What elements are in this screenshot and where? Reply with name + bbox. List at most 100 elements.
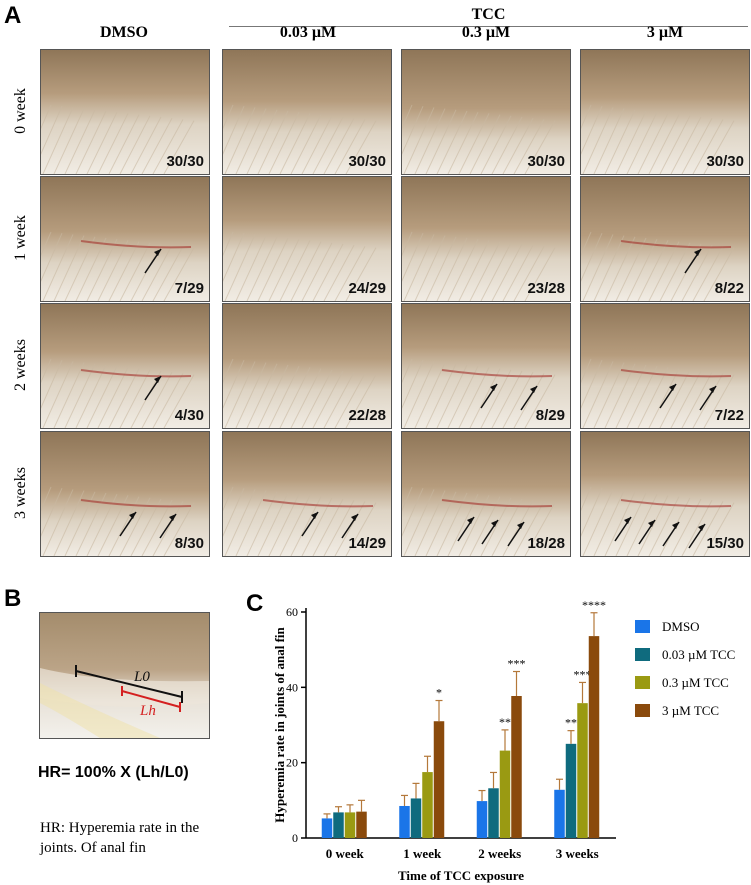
hyperemia-arrow [520, 385, 538, 411]
x-tick-label: 3 weeks [556, 846, 599, 861]
bar [399, 805, 410, 838]
significance-mark: ** [565, 716, 577, 730]
bar [476, 801, 488, 838]
row-header-2: 2 weeks [12, 339, 29, 391]
x-tick-label: 2 weeks [478, 846, 521, 861]
legend-label: DMSO [662, 619, 700, 634]
bar [588, 636, 600, 838]
responder-count: 23/28 [527, 280, 565, 297]
fin-photo: 8/30 [40, 431, 210, 557]
hyperemia-arrow [119, 511, 137, 537]
legend-label: 0.03 µM TCC [662, 647, 735, 662]
hr-formula: HR= 100% X (Lh/L0) [38, 764, 189, 781]
bar [321, 818, 333, 838]
row-header-3: 3 weeks [12, 467, 29, 519]
row-header-0: 0 week [12, 88, 29, 134]
fin-photo: 30/30 [40, 49, 210, 175]
column-header-2: 0.3 µM [461, 24, 511, 41]
panel-b-letter: B [4, 585, 22, 612]
x-tick-label: 1 week [403, 846, 442, 861]
column-header-1: 0.03 µM [279, 24, 337, 41]
significance-mark: *** [508, 657, 526, 671]
legend-swatch [635, 648, 650, 661]
hyperemia-arrow [507, 521, 525, 547]
legend-swatch [635, 704, 650, 717]
fin-photo: 30/30 [222, 49, 392, 175]
hyperemia-arrow [688, 523, 706, 549]
tcc-group-line [229, 26, 748, 27]
hyperemia-arrow [481, 519, 499, 545]
bar [333, 812, 344, 838]
hyperemia-arrow [480, 383, 498, 409]
responder-count: 4/30 [174, 407, 204, 424]
responder-count: 24/29 [348, 280, 386, 297]
bar [499, 750, 511, 838]
y-tick-label: 0 [292, 831, 298, 845]
panel-c-letter: C [246, 590, 264, 617]
hyperemia-arrow [144, 375, 162, 401]
responder-count: 14/29 [348, 535, 386, 552]
y-tick-label: 60 [286, 605, 298, 619]
significance-mark: *** [574, 667, 592, 681]
fin-photo: 14/29 [222, 431, 392, 557]
hyperemia-arrow [159, 513, 177, 539]
fin-photo: 22/28 [222, 303, 392, 429]
measurement-photo: L0 Lh [39, 612, 210, 739]
x-tick-label: 0 week [326, 846, 365, 861]
legend-swatch [635, 676, 650, 689]
responder-count: 30/30 [348, 153, 386, 170]
hyperemia-bar-chart: 0 20 40 60 Hyperemia rate in joints of anal … [272, 600, 735, 883]
hyperemia-arrow [457, 516, 475, 542]
hyperemia-arrow [662, 521, 680, 547]
bar [565, 743, 577, 838]
hyperemia-arrow [144, 248, 162, 274]
fin-photo: 15/30 [580, 431, 750, 557]
bar [410, 798, 422, 838]
bar [554, 789, 565, 838]
hyperemia-arrow [638, 519, 656, 545]
hyperemia-arrow [659, 383, 677, 409]
hyperemia-arrow [614, 516, 632, 542]
fin-photo: 8/29 [401, 303, 571, 429]
fin-photo: 23/28 [401, 176, 571, 302]
legend-label: 3 µM TCC [662, 703, 719, 718]
fin-photo: 30/30 [580, 49, 750, 175]
responder-count: 15/30 [706, 535, 744, 552]
x-axis-label: Time of TCC exposure [398, 868, 524, 883]
y-tick-label: 40 [286, 680, 298, 694]
significance-mark: ** [499, 715, 511, 729]
fin-photo: 8/22 [580, 176, 750, 302]
column-header-3: 3 µM [646, 24, 684, 41]
responder-count: 8/22 [714, 280, 744, 297]
column-header-0: DMSO [100, 24, 148, 41]
fin-photo: 18/28 [401, 431, 571, 557]
bar [488, 788, 499, 838]
bar [577, 703, 588, 838]
responder-count: 7/22 [714, 407, 744, 424]
hyperemia-arrow [684, 248, 702, 274]
hyperemia-arrow [699, 385, 717, 411]
fin-photo: 24/29 [222, 176, 392, 302]
tcc-group-label: TCC [471, 6, 506, 23]
legend-label: 0.3 µM TCC [662, 675, 729, 690]
bar [344, 812, 356, 838]
bar [356, 811, 367, 838]
fin-photo: 30/30 [401, 49, 571, 175]
bar [433, 721, 445, 838]
responder-count: 8/30 [174, 535, 204, 552]
panel-a-letter: A [4, 2, 22, 29]
row-header-1: 1 week [12, 215, 29, 261]
responder-count: 8/29 [535, 407, 565, 424]
fin-photo: 7/22 [580, 303, 750, 429]
responder-count: 30/30 [527, 153, 565, 170]
responder-count: 7/29 [174, 280, 204, 297]
l0-label: L0 [133, 669, 150, 685]
legend-swatch [635, 620, 650, 633]
responder-count: 30/30 [706, 153, 744, 170]
hyperemia-arrow [341, 513, 359, 539]
significance-mark: * [436, 686, 442, 700]
y-tick-label: 20 [286, 756, 298, 770]
significance-mark: **** [582, 600, 606, 612]
bar [511, 695, 522, 838]
fin-photo: 4/30 [40, 303, 210, 429]
